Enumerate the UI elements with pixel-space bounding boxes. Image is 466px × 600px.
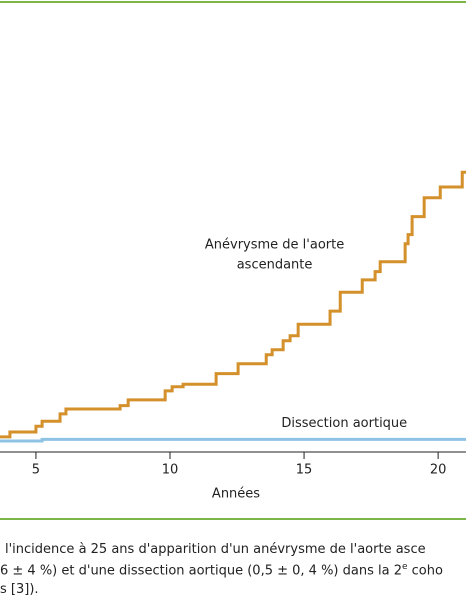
caption-sup: e [401,562,408,572]
caption-line: l'incidence à 25 ans d'apparition d'un a… [5,542,426,557]
x-tick-label: 5 [32,463,40,478]
step-line [0,437,466,443]
step-line [0,170,466,439]
annotation: Dissection aortique [281,416,407,431]
caption-text: coho [407,563,443,579]
annotation: ascendante [237,258,313,273]
x-axis-label: Années [212,487,260,502]
chart: Années 5 10 15 20 Anévrysme de l'aorte ascend… [0,1,466,520]
x-tick-label: 10 [162,463,179,478]
caption-line: 6 ± 4 %) et d'une dissection aortique (0… [0,562,466,578]
x-tick-label: 20 [430,463,447,478]
x-tick-label: 15 [296,463,313,478]
caption-line: s [3]). [0,582,39,597]
caption-text: 6 ± 4 %) et d'une dissection aortique (0… [0,563,402,579]
annotation: Anévrysme de l'aorte [205,238,344,253]
